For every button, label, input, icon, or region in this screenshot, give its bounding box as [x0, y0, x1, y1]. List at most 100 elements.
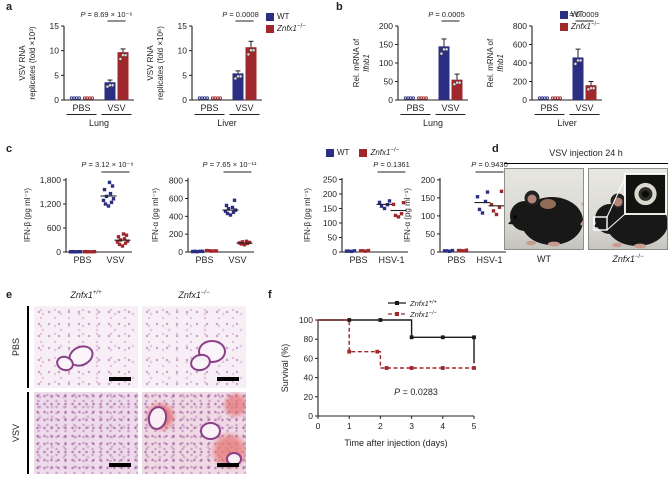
wt-legend-label: WT — [571, 10, 584, 19]
histology-pbs-wt — [34, 306, 138, 388]
svg-text:PBS: PBS — [447, 255, 465, 265]
legend-a: WT Znfx1−/− — [266, 12, 306, 36]
svg-text:40: 40 — [304, 373, 314, 383]
svg-text:Rel. mRNA of: Rel. mRNA of — [486, 38, 495, 87]
chart-survival: 0 20 40 60 80 100 0 1 2 3 4 5 Time after injection (… — [276, 294, 490, 471]
svg-text:400: 400 — [513, 58, 527, 68]
ko-swatch — [560, 23, 568, 31]
svg-text:200: 200 — [513, 77, 527, 87]
ko-legend-label: Znfx1−/− — [277, 23, 306, 33]
mouse-photo-znfx1-ko — [588, 168, 668, 250]
svg-text:0: 0 — [316, 421, 321, 431]
svg-text:10: 10 — [50, 46, 60, 56]
svg-text:100: 100 — [323, 218, 337, 228]
panel-b-label: b — [336, 1, 343, 13]
svg-text:100: 100 — [299, 315, 313, 325]
svg-text:VSV RNA: VSV RNA — [146, 45, 155, 81]
scale-bar — [109, 463, 131, 467]
mouse-illustration-ko — [589, 169, 667, 249]
svg-text:20: 20 — [304, 392, 314, 402]
svg-text:800: 800 — [169, 176, 183, 186]
svg-text:P = 0.0283: P = 0.0283 — [394, 387, 438, 397]
svg-text:15: 15 — [178, 21, 188, 31]
scale-bar — [217, 377, 239, 381]
svg-text:150: 150 — [379, 40, 393, 50]
chart-ifna-hsv1: IFN-α (pg ml⁻¹) 0 50 100 150 200 PBS HSV-1 P = 0… — [396, 154, 512, 291]
svg-text:HSV-1: HSV-1 — [378, 255, 404, 265]
svg-text:0: 0 — [430, 247, 435, 257]
panel-e-label: e — [6, 289, 13, 301]
wt-swatch — [326, 149, 334, 157]
wt-swatch — [266, 13, 274, 21]
wt-legend-label: WT — [337, 148, 350, 157]
vsv-injection-title: VSV injection 24 h — [549, 148, 623, 158]
wt-legend-label: WT — [277, 12, 290, 21]
row-bracket-line — [27, 306, 29, 388]
svg-text:VSV: VSV — [235, 103, 253, 113]
svg-text:VSV: VSV — [441, 103, 459, 113]
histology-vsv-wt — [34, 392, 138, 474]
legend-c: WT Znfx1−/− — [326, 147, 399, 160]
svg-text:IFN-β (pg ml⁻¹): IFN-β (pg ml⁻¹) — [23, 188, 32, 242]
histology-col-ko: Znfx1−/− — [178, 290, 210, 300]
svg-text:Time after injection (days): Time after injection (days) — [344, 438, 447, 448]
svg-text:50: 50 — [426, 229, 436, 239]
histology-vsv-ko — [142, 392, 246, 474]
svg-text:VSV: VSV — [106, 255, 124, 265]
chart-ifnb1-mrna-liver: Rel. mRNA of Ifnb1 0 200 400 600 800 PBS VSV Live… — [482, 4, 608, 141]
panel-d-label: d — [492, 143, 499, 155]
svg-text:600: 600 — [169, 194, 183, 204]
mouse-illustration-wt — [505, 169, 583, 249]
svg-text:600: 600 — [47, 223, 61, 233]
chart-ifnb1-mrna-lung: Rel. mRNA of Ifnb1 0 50 100 150 200 PBS VSV Lung P… — [348, 4, 474, 141]
panel-e: e Znfx1+/+ Znfx1−/− PBS VSV — [4, 288, 262, 488]
svg-text:1,800: 1,800 — [40, 175, 62, 185]
svg-text:150: 150 — [323, 203, 337, 213]
svg-text:2: 2 — [378, 421, 383, 431]
svg-text:Znfx1+/+: Znfx1+/+ — [409, 299, 438, 308]
panel-b: b Rel. mRNA of Ifnb1 0 50 100 150 200 PBS VSV Lun… — [336, 2, 670, 140]
title-underline — [504, 163, 668, 164]
svg-text:0: 0 — [308, 411, 313, 421]
svg-text:0: 0 — [182, 95, 187, 105]
scale-bar — [109, 377, 131, 381]
panel-c-label: c — [6, 143, 13, 155]
svg-text:5: 5 — [54, 70, 59, 80]
panel-f: f 0 20 40 60 80 100 0 1 2 3 4 5 Time after injection… — [262, 288, 502, 488]
svg-text:P = 0.9430: P = 0.9430 — [471, 160, 508, 169]
svg-text:0: 0 — [54, 95, 59, 105]
chart-ifnb-hsv1: IFN-β (pg ml⁻¹) 0 50 100 150 200 250 PBS HSV-1 P … — [296, 154, 414, 291]
row-label-vsv: VSV — [11, 424, 21, 443]
panel-f-label: f — [268, 289, 272, 301]
mouse-tail — [580, 202, 583, 226]
chart-vsv-rna-lung: VSV RNA replicates (fold ×10³) 0 5 10 15 PBS VS… — [14, 4, 140, 141]
photo-label-ko: Znfx1−/− — [612, 254, 644, 264]
svg-text:PBS: PBS — [406, 103, 424, 113]
svg-text:IFN-β (pg ml⁻¹): IFN-β (pg ml⁻¹) — [303, 188, 312, 242]
svg-text:P = 3.12 × 10⁻⁹: P = 3.12 × 10⁻⁹ — [81, 160, 133, 169]
airway-ring — [145, 404, 170, 432]
svg-text:80: 80 — [304, 334, 314, 344]
svg-text:VSV: VSV — [575, 103, 593, 113]
svg-text:PBS: PBS — [195, 255, 213, 265]
svg-text:1: 1 — [347, 421, 352, 431]
svg-text:Liver: Liver — [557, 118, 577, 128]
svg-text:4: 4 — [440, 421, 445, 431]
svg-text:IFN-α (pg ml⁻¹): IFN-α (pg ml⁻¹) — [403, 188, 412, 243]
ko-legend-label: Znfx1−/− — [571, 21, 600, 31]
svg-text:PBS: PBS — [200, 103, 218, 113]
svg-text:150: 150 — [421, 193, 435, 203]
svg-text:10: 10 — [178, 46, 188, 56]
svg-text:P = 0.0008: P = 0.0008 — [222, 10, 259, 19]
svg-text:VSV: VSV — [228, 255, 246, 265]
row-label-pbs: PBS — [11, 338, 21, 357]
svg-text:15: 15 — [50, 21, 60, 31]
svg-text:Survival (%): Survival (%) — [280, 344, 290, 393]
svg-text:P = 0.1361: P = 0.1361 — [373, 160, 410, 169]
mouse-eye — [513, 215, 517, 219]
svg-text:200: 200 — [421, 175, 435, 185]
fur-patch — [540, 199, 556, 209]
svg-text:P = 7.65 × 10⁻¹¹: P = 7.65 × 10⁻¹¹ — [202, 160, 257, 169]
svg-text:replicates (fold ×10⁶): replicates (fold ×10⁶) — [156, 26, 165, 100]
